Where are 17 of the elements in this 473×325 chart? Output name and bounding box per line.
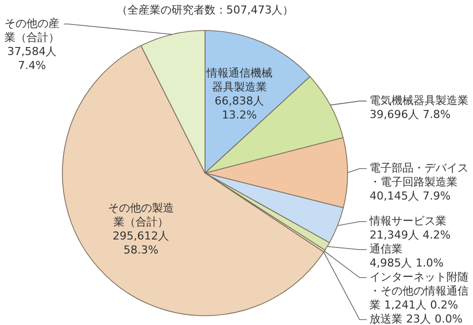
slice-label: インターネット附随・その他の情報通信業 1,241人 0.2% [370,270,469,312]
data-label: 39,696人 7.8% [370,108,451,121]
data-label: 66,838人 13.2% [214,94,264,122]
chart-title: （全産業の研究者数：507,473人） [116,3,294,16]
slice-label: 電気機械器具製造業 [370,94,469,107]
data-label: 4,985人 1.0% [370,256,444,270]
slice-label: その他の産業（合計） [4,16,60,44]
data-label: 21,349人 4.2% [370,228,451,242]
data-label: 37,584人 7.4% [7,44,57,72]
data-label: 40,145人 7.9% [370,189,451,202]
slice-label: 通信業 [370,242,403,256]
slice-label: その他の製造業（合計） [108,202,174,229]
data-label: 295,612人 58.3% [112,230,170,257]
slice-label: 電子部品・デバイス・電子回路製造業 [370,161,469,188]
slice-label: 情報通信機械器具製造業 [205,66,272,94]
slice-label: 放送業 23人 0.0% [370,312,463,325]
slice-label: 情報サービス業 [368,214,447,228]
